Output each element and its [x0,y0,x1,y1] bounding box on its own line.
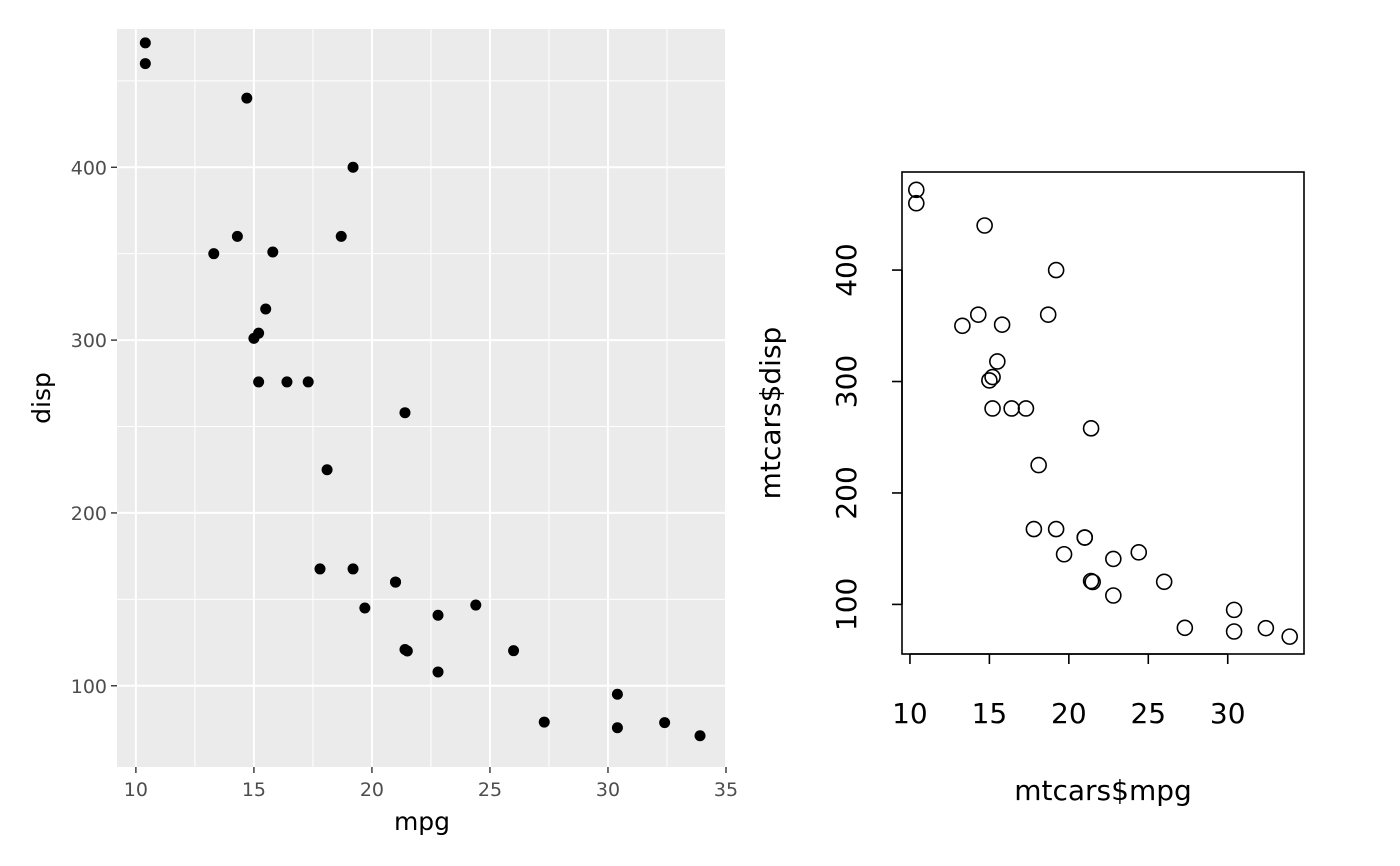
data-point [976,217,993,234]
base-r-scatter-chart: 10 15 20 25 30 100 200 300 400 mtcars$mpg mtcars… [754,171,1305,807]
y-tick-label: 100 [830,578,863,631]
data-point [359,602,371,614]
data-point [508,645,520,657]
data-point [659,717,671,729]
data-point [1225,623,1243,640]
y-tick-label: 300 [71,330,107,352]
x-axis-title: mpg [394,807,450,836]
data-point [139,37,151,49]
y-axis-title: disp [27,372,56,424]
data-point [611,688,623,700]
y-tick-label: 100 [71,676,107,698]
data-point [984,368,1001,386]
data-point [694,730,706,742]
data-point [1225,601,1243,619]
data-point [1030,456,1047,474]
axes: 10 15 20 25 30 100 200 300 400 [830,243,1246,730]
data-point [253,376,265,388]
x-tick-label: 30 [1210,697,1246,730]
data-point [321,464,333,476]
data-point [1017,400,1035,417]
data-point [1039,306,1057,323]
x-axis-title: mtcars$mpg [1014,774,1192,807]
plot-box [901,171,1305,655]
data-point [1003,400,1020,417]
data-point [208,248,220,260]
data-point [984,400,1001,417]
y-tick-label: 400 [830,243,863,296]
data-point [347,563,359,575]
data-point [981,372,998,389]
data-point [1084,573,1101,591]
y-axis-title: mtcars$disp [754,327,787,500]
data-point [399,407,411,419]
data-point [347,161,359,173]
x-tick-label: 10 [892,697,928,730]
x-tick-label: 25 [478,779,502,801]
data-point [139,58,151,70]
data-point [1130,544,1148,561]
x-tick-label: 10 [124,779,148,801]
data-point [1055,545,1073,563]
data-point [399,643,411,655]
data-point [611,722,623,734]
plot-panel-background [117,29,726,767]
data-point [1047,520,1065,538]
ggplot-scatter-chart: 10 15 20 25 30 35 100 200 300 400 mpg disp [27,29,738,836]
data-point [260,303,272,315]
data-point [1076,529,1094,546]
data-point [1176,619,1194,637]
data-point [281,376,293,388]
data-point [302,376,314,388]
data-point [908,181,925,199]
data-point [248,332,260,344]
data-points [908,181,1298,645]
data-point [969,306,987,323]
data-point [267,246,279,258]
data-point [1257,619,1275,637]
y-tick-label: 400 [71,157,107,179]
x-tick-label: 25 [1130,697,1166,730]
data-point [432,666,444,678]
data-point [1105,587,1122,604]
data-point [335,230,347,242]
data-points [139,37,706,742]
data-point [954,317,971,335]
data-point [538,716,550,728]
data-point [989,353,1006,370]
x-tick-label: 20 [1051,697,1087,730]
data-point [1155,573,1173,591]
data-point [470,599,482,611]
data-point [1047,261,1065,279]
data-point [1281,628,1298,645]
data-point [390,576,402,588]
x-tick-label: 15 [972,697,1008,730]
data-point [1025,520,1043,538]
data-point [1082,420,1100,437]
data-point [993,316,1011,333]
axis-ticks: 10 15 20 25 30 35 100 200 300 400 [71,157,738,801]
y-tick-label: 200 [71,503,107,525]
x-tick-label: 15 [242,779,266,801]
data-point [1082,572,1100,590]
x-tick-label: 20 [360,779,384,801]
gridlines [117,29,727,767]
data-point [908,194,925,212]
data-point [231,230,243,242]
x-tick-label: 30 [596,779,620,801]
y-tick-label: 300 [830,355,863,408]
data-point [241,92,253,104]
x-tick-label: 35 [714,779,738,801]
data-point [314,563,326,575]
data-point [1105,550,1122,568]
y-tick-label: 200 [830,466,863,519]
data-point [432,609,444,621]
